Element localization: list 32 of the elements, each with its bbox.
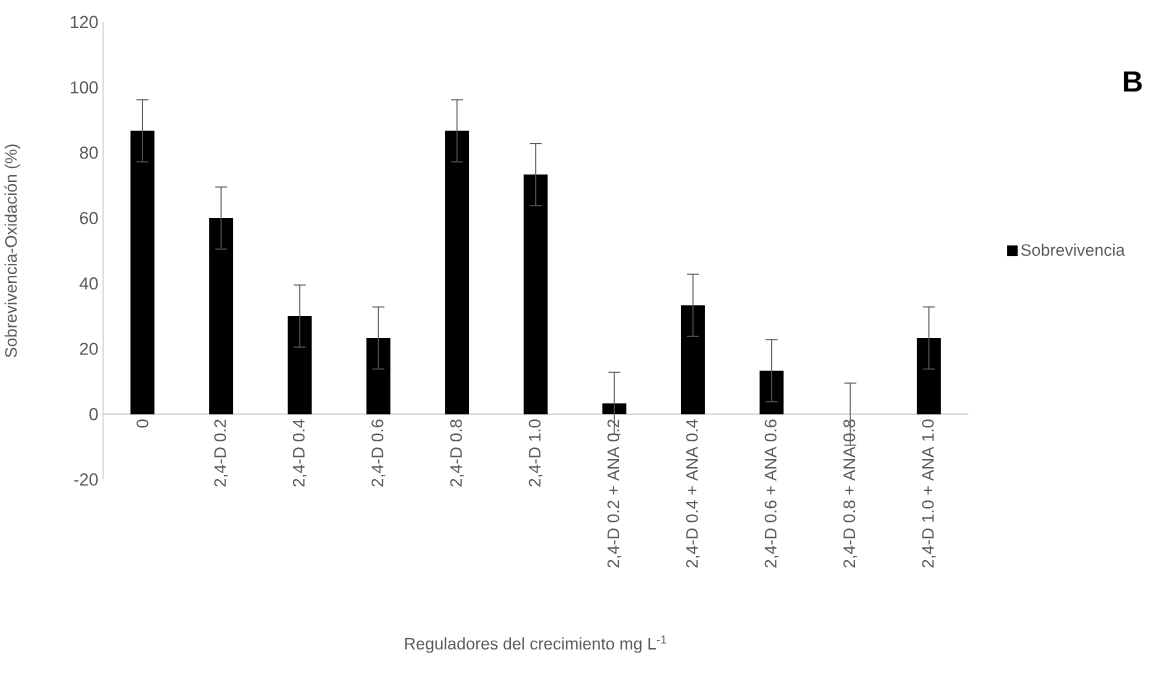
bar <box>209 217 234 414</box>
x-tick-label: 2,4-D 0.4 <box>292 419 307 487</box>
x-tick-label: 2,4-D 1.0 <box>528 419 543 487</box>
bar <box>680 305 705 414</box>
x-tick-label: 2,4-D 0.6 <box>371 419 386 487</box>
x-axis-title: Reguladores del crecimiento mg L$^{-1}$ <box>405 635 667 653</box>
y-tick-label: 40 <box>79 277 98 290</box>
x-tick-label: 2,4-D 0.6 + ANA 0.6 <box>764 419 779 568</box>
legend-label: Sobrevivencia <box>1021 243 1125 256</box>
y-tick-label: 80 <box>79 146 98 159</box>
bar <box>916 337 941 414</box>
x-tick-label: 2,4-D 0.2 + ANA 0.2 <box>607 419 622 568</box>
x-tick-label: 2,4-D 0.8 + ANA 0.8 <box>843 419 858 568</box>
bar <box>523 174 548 414</box>
text: B <box>1123 71 1142 92</box>
y-tick-label: -20 <box>74 473 98 486</box>
y-axis-title: Sobrevivencia-Oxidación (%) <box>4 144 21 358</box>
x-tick-label: 2,4-D 0.4 + ANA 0.4 <box>686 419 700 568</box>
bar <box>287 315 312 414</box>
x-tick-label: 2,4-D 0.2 <box>214 419 228 487</box>
y-tick-label: 60 <box>80 211 98 225</box>
bar <box>366 337 391 414</box>
bar <box>602 403 627 414</box>
y-tick-label: 120 <box>70 15 98 28</box>
y-tick-label: 100 <box>70 81 98 94</box>
x-tick-label: 2,4-D 0.8 <box>450 419 464 487</box>
y-tick-label: 20 <box>80 342 98 355</box>
x-tick-label: 0 <box>136 419 149 428</box>
y-tick-label: 0 <box>89 407 98 421</box>
x-tick-label: 2,4-D 1.0 + ANA 1.0 <box>922 419 936 568</box>
bar <box>445 130 470 414</box>
bar <box>130 130 155 414</box>
